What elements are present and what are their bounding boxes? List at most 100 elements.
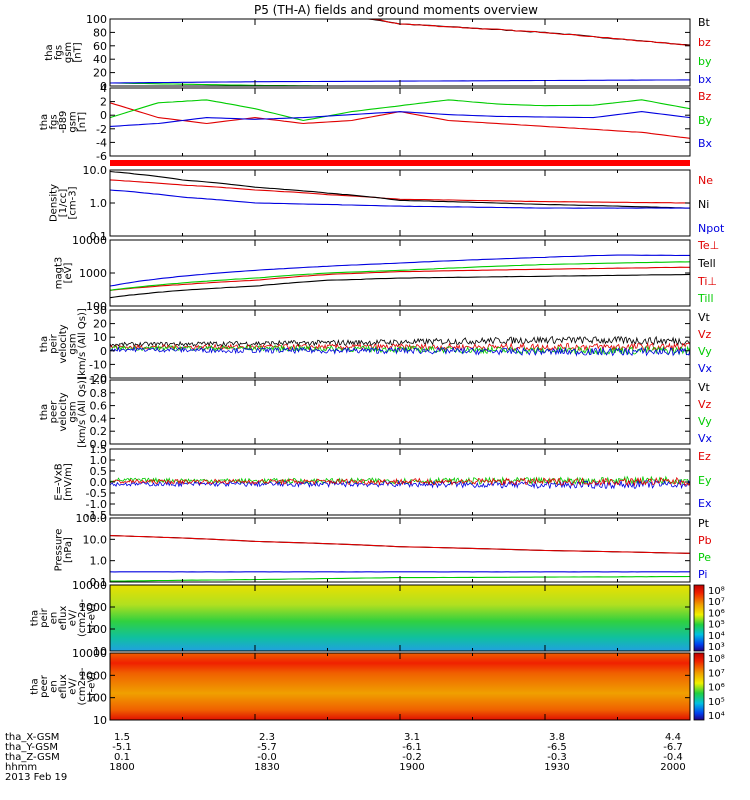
y-tick-label: 30 [93,304,107,317]
y-tick-label: 0.0 [90,476,108,489]
x-axis-value: 2000 [660,762,685,773]
svg-text:tha: tha [30,678,41,694]
panel-7: 1.51.00.50.0-0.5-1.0-1.5 E=-VxB[mV/m] Ez Ey… [53,443,712,522]
series-Npot [110,189,690,209]
series-Pb [110,535,690,554]
legend-Ex: Ex [698,497,712,510]
svg-text:tha: tha [30,610,41,626]
y-tick-label: 10.0 [83,533,108,546]
series-Te⊥ [110,254,690,287]
series-Vz [110,342,690,352]
panel-frame [109,169,691,237]
x-axis-value: 3.8 [549,732,565,743]
y-tick-label: 100 [86,13,107,26]
x-axis-value: 2.3 [259,732,275,743]
svg-text:-B89: -B89 [58,111,69,134]
y-tick-label: -2 [96,123,107,136]
x-axis-row-label: tha_X-GSM [5,732,59,743]
y-tick-label: 0.1 [90,576,108,589]
panel-content [110,653,690,720]
legend-Vz: Vz [698,398,712,411]
x-axis-value: -6.1 [402,742,422,753]
legend-Vt: Vt [698,311,711,324]
panel-frame [109,18,691,87]
x-axis-row-label: tha_Z-GSM [5,752,60,763]
svg-text:[1/cc]: [1/cc] [58,189,69,218]
colorbar [693,652,705,721]
series-Tell [110,273,690,299]
y-tick-label: 0 [100,109,107,122]
y-tick-label: 1.0 [90,374,108,387]
legend-Bx: Bx [698,137,713,150]
x-axis-value: 1830 [254,762,279,773]
svg-text:[eV]: [eV] [63,263,74,284]
y-tick-label: -10 [89,358,107,371]
y-axis-label: magt3[eV] [53,257,74,290]
svg-text:velocity: velocity [58,392,69,431]
legend-bz: bz [698,36,711,49]
y-tick-label: 1.0 [90,197,108,210]
x-axis-value: -0.2 [402,752,422,763]
series-Vt [110,335,690,348]
svg-text:gsm: gsm [63,42,74,63]
svg-text:peer: peer [49,400,60,424]
y-tick-label: 0.5 [90,465,108,478]
y-tick-label: 0 [100,80,107,93]
y-tick-label: 0.6 [90,400,108,413]
series-Bx [110,111,690,127]
legend-Ey: Ey [698,474,712,487]
y-tick-label: 1.5 [90,443,108,456]
y-tick-label: 2 [100,96,107,109]
legend-Till: Till [697,292,714,305]
series-Ne [110,179,690,204]
panel-content [110,475,690,490]
x-axis: tha_X-GSM 1.5 2.3 3.1 3.8 4.4 tha_Y-GSM -5.1 -5.… [5,732,686,783]
svg-text:E=-VxB: E=-VxB [53,463,64,500]
colorbar-label: 10⁸ [708,654,725,665]
y-tick-label: 10.0 [83,164,108,177]
y-tick-label: 60 [93,40,107,53]
y-tick-label: 20 [93,67,107,80]
date-label: 2013 Feb 19 [5,772,67,783]
y-tick-label: 10 [93,714,107,727]
colorbar-label: 10⁴ [708,711,725,722]
series-Ti⊥ [110,266,690,291]
legend-Vx: Vx [698,362,713,375]
x-axis-value: 1930 [544,762,569,773]
legend-Ti⊥: Ti⊥ [697,275,717,288]
y-tick-label: 0.1 [90,230,108,243]
svg-text:en: en [49,680,60,693]
y-tick-label: 0.2 [90,425,108,438]
panel-content [110,254,690,299]
spectrogram [110,653,690,720]
svg-text:[km/s (All Qs)]: [km/s (All Qs)] [77,376,88,448]
y-tick-label: -1.5 [86,509,107,522]
y-tick-label: 40 [93,53,107,66]
spectrogram [110,585,690,651]
colorbar-label: 10⁴ [708,631,725,642]
svg-text:[km/s (All Qs)]: [km/s (All Qs)] [77,308,88,380]
svg-text:fgs: fgs [49,114,60,129]
y-tick-label: -0.5 [86,487,107,500]
panel-6: 1.00.80.60.40.20.0thapeervelocitygsm[km/… [39,374,713,451]
x-axis-value: 3.1 [404,732,420,743]
panel-frame [109,239,691,307]
svg-text:gsm: gsm [68,401,79,422]
svg-text:tha: tha [44,44,55,60]
svg-text:fgs: fgs [53,45,64,60]
series-Ex [110,479,690,490]
y-tick-label: 100 [86,623,107,636]
panel-9: 10000 1000 100 10 thapeirenefluxeV/(cm2-s-sr… [30,579,725,658]
y-tick-label: 10 [93,645,107,658]
y-tick-label: 0.0 [90,438,108,451]
colorbar [693,584,705,652]
series-Till [110,261,690,291]
y-tick-label: 0 [100,345,107,358]
svg-text:Pressure: Pressure [53,529,64,572]
legend-By: By [698,114,713,127]
legend-Pi: Pi [698,568,707,581]
svg-text:velocity: velocity [58,324,69,363]
y-tick-label: -6 [96,150,107,163]
